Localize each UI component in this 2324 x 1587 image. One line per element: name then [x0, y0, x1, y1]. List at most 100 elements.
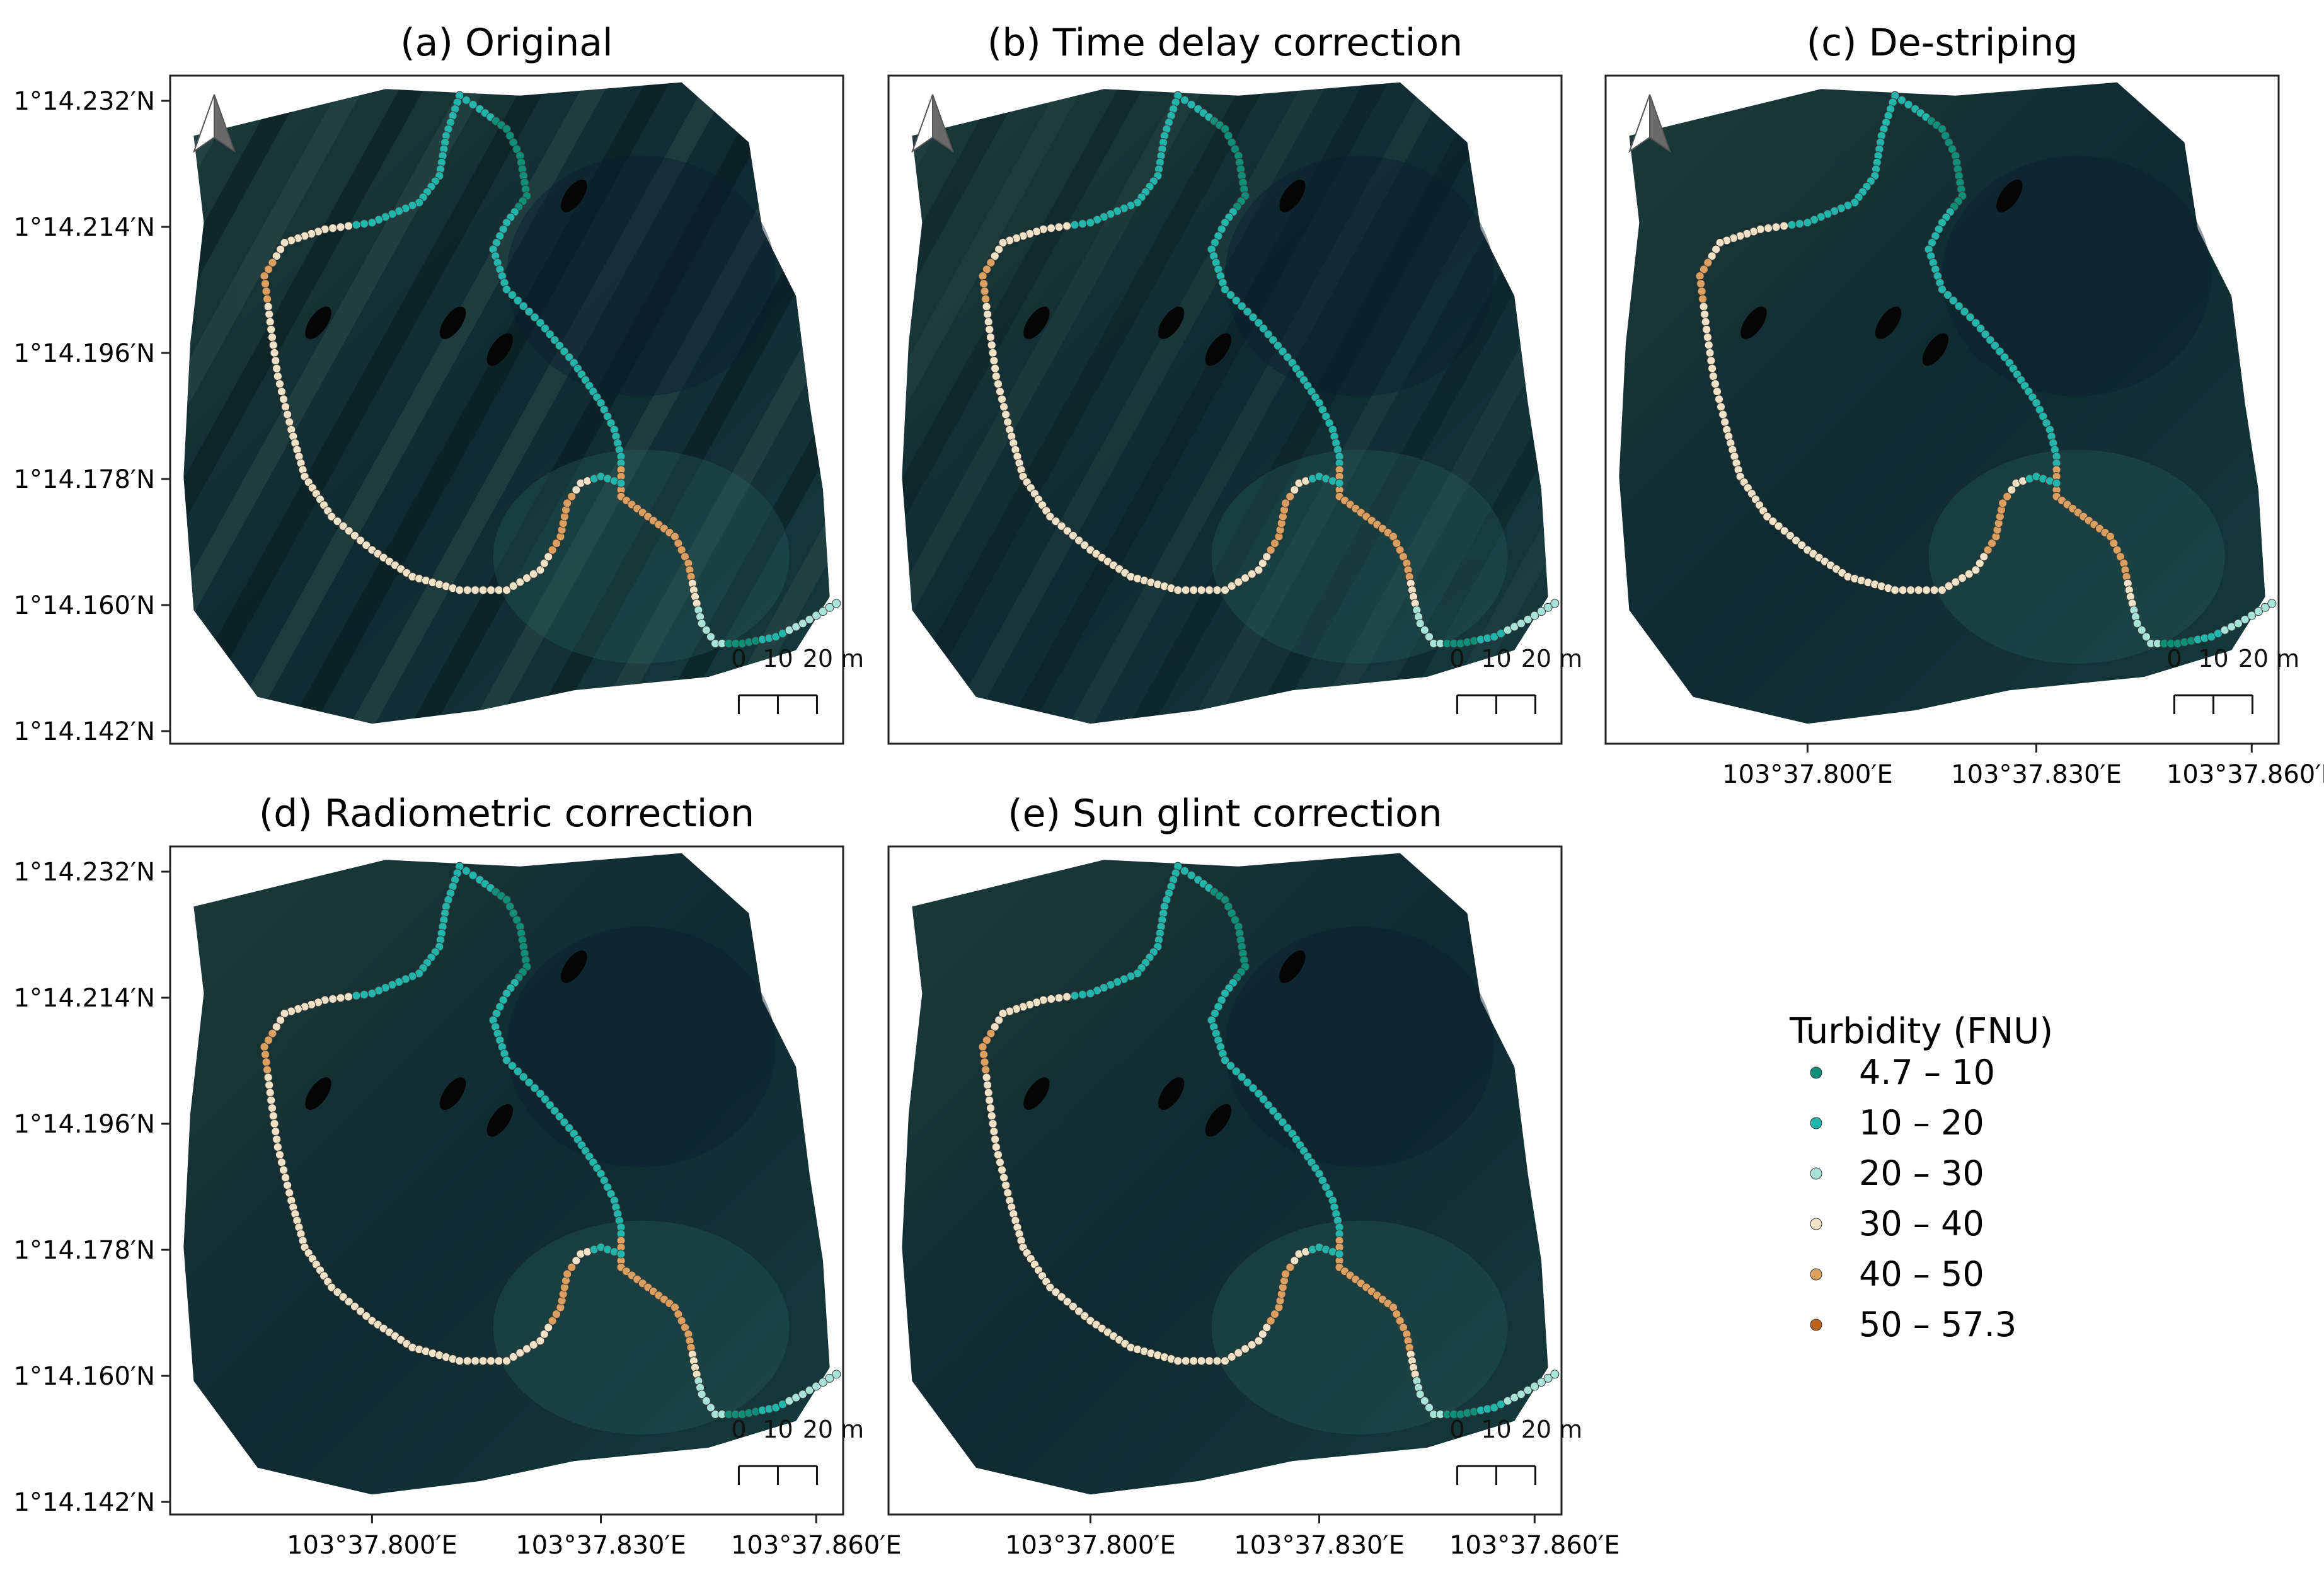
legend-swatch: [1810, 1066, 1822, 1079]
turbidity-sample-point: [987, 340, 996, 350]
legend-swatch: [1810, 1117, 1822, 1129]
turbidity-sample-point: [1062, 526, 1072, 536]
turbidity-sample-point: [1001, 410, 1011, 419]
striping-artifacts: [902, 82, 1548, 724]
turbidity-sample-point: [271, 356, 280, 366]
legend-title: Turbidity (FNU): [1789, 1011, 2053, 1052]
turbidity-sample-point: [1057, 1292, 1066, 1301]
turbidity-sample-point: [555, 341, 564, 350]
boat: [1158, 306, 1185, 340]
turbidity-sample-point: [283, 410, 292, 419]
turbidity-sample-point: [989, 1127, 999, 1136]
turbidity-sample-point: [1258, 558, 1267, 568]
turbidity-sample-point: [536, 1336, 545, 1346]
turbidity-sample-point: [1241, 1344, 1250, 1354]
turbidity-sample-point: [982, 1073, 991, 1082]
turbidity-sample-point: [1890, 586, 1900, 595]
turbidity-sample-point: [1983, 545, 1993, 555]
turbidity-sample-point: [272, 1134, 282, 1144]
turbidity-sample-point: [524, 1078, 534, 1087]
turbidity-sample-point: [356, 1307, 365, 1316]
turbidity-sample-point: [1712, 387, 1722, 396]
turbidity-sample-point: [1771, 222, 1781, 232]
turbidity-sample-point: [539, 558, 549, 568]
legend-swatch: [1810, 1268, 1822, 1281]
latitude-label: 1°14.160′N: [14, 1362, 155, 1391]
turbidity-sample-point: [1189, 1356, 1199, 1366]
turbidity-sample-point: [328, 995, 338, 1004]
turbidity-sample-point: [509, 1352, 518, 1361]
turbidity-sample-point: [270, 1119, 279, 1128]
turbidity-sample-point: [993, 379, 1003, 389]
legend-label: 20 – 30: [1859, 1153, 1984, 1193]
turbidity-sample-point: [1965, 313, 1975, 322]
legend-item: 4.7 – 10: [1810, 1053, 1995, 1092]
turbidity-sample-point: [1266, 1316, 1275, 1325]
turbidity-sample-point: [1698, 294, 1708, 304]
turbidity-sample-track: [978, 91, 1560, 648]
boat: [1740, 306, 1767, 340]
turbidity-sample-point: [2137, 625, 2146, 635]
scale-bar-label: 20 m: [803, 1416, 864, 1443]
turbidity-sample-point: [982, 302, 991, 311]
turbidity-sample-point: [1173, 1356, 1183, 1366]
turbidity-sample-point: [1237, 301, 1246, 311]
turbidity-sample-point: [1248, 1083, 1258, 1093]
turbidity-sample-point: [1068, 1301, 1078, 1311]
turbidity-sample-point: [999, 1173, 1009, 1182]
turbidity-sample-point: [1699, 265, 1708, 274]
longitude-label: 103°37.860′E: [2166, 760, 2324, 789]
turbidity-sample-point: [2007, 485, 2016, 495]
map-panel-b: (b) Time delay correction 0 10 20 m: [887, 21, 1582, 745]
turbidity-sample-point: [1268, 335, 1278, 345]
scale-bar-label: 10: [762, 645, 793, 672]
turbidity-sample-point: [994, 1015, 1004, 1025]
turbidity-sample-point: [1774, 521, 1783, 531]
latitude-label: 1°14.160′N: [14, 591, 155, 620]
turbidity-sample-point: [1221, 285, 1229, 294]
turbidity-sample-point: [1708, 364, 1717, 373]
turbidity-sample-point: [1283, 1123, 1292, 1133]
turbidity-sample-point: [1944, 581, 1953, 591]
turbidity-sample-point: [981, 1065, 991, 1075]
turbidity-sample-point: [978, 1042, 987, 1051]
turbidity-sample-point: [1181, 1356, 1190, 1366]
turbidity-sample-point: [1787, 220, 1797, 229]
turbidity-sample-point: [1948, 296, 1958, 305]
latitude-label: 1°14.178′N: [14, 465, 155, 494]
turbidity-sample-point: [1951, 577, 1960, 587]
turbidity-sample-point: [486, 1356, 496, 1366]
turbidity-sample-point: [1189, 586, 1199, 595]
turbidity-sample-point: [502, 1356, 511, 1366]
legend-item: 10 – 20: [1810, 1103, 1984, 1143]
turbidity-sample-point: [985, 1095, 994, 1105]
turbidity-sample-point: [1205, 586, 1214, 595]
boat: [305, 1077, 331, 1111]
turbidity-sample-point: [333, 1288, 342, 1297]
turbidity-sample-point: [1226, 291, 1235, 300]
turbidity-sample-point: [1231, 1066, 1241, 1076]
turbidity-sample-point: [513, 296, 522, 305]
turbidity-sample-point: [798, 1390, 807, 1399]
turbidity-sample-point: [1718, 410, 1728, 419]
turbidity-sample-point: [1922, 586, 1931, 595]
turbidity-sample-point: [265, 309, 274, 319]
scale-bar-label: 10: [1481, 645, 1511, 672]
latitude-label: 1°14.214′N: [14, 984, 155, 1013]
turbidity-sample-point: [1530, 1382, 1539, 1391]
turbidity-sample-point: [539, 1329, 549, 1339]
turbidity-sample-point: [989, 356, 999, 366]
turbidity-sample-point: [276, 245, 285, 254]
turbidity-sample-point: [1205, 1356, 1214, 1366]
legend-label: 4.7 – 10: [1859, 1053, 1995, 1092]
turbidity-sample-point: [1550, 1370, 1560, 1379]
turbidity-sample-point: [468, 870, 478, 880]
boat: [1922, 333, 1948, 366]
turbidity-sample-point: [998, 395, 1007, 404]
drone-mosaic: [902, 853, 1548, 1495]
turbidity-sample-point: [1286, 1262, 1295, 1272]
turbidity-sample-point: [1234, 1348, 1243, 1358]
turbidity-sample-point: [1062, 992, 1072, 1001]
turbidity-sample-point: [268, 1111, 278, 1121]
turbidity-sample-point: [1543, 603, 1553, 612]
